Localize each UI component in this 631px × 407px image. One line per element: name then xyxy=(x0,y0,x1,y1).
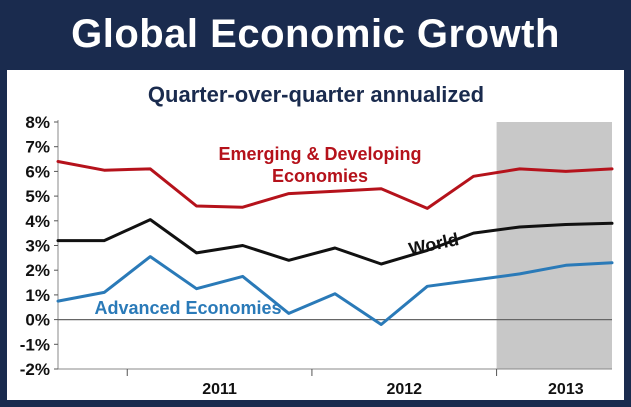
y-tick-label: 5% xyxy=(25,187,50,206)
y-tick-label: -1% xyxy=(20,335,50,354)
y-tick-label: 8% xyxy=(25,113,50,132)
y-tick-label: 6% xyxy=(25,162,50,181)
y-tick-label: 7% xyxy=(25,138,50,157)
y-tick-label: 1% xyxy=(25,286,50,305)
y-tick-label: 4% xyxy=(25,212,50,231)
chart-title: Quarter-over-quarter annualized xyxy=(148,82,484,107)
series-line-1 xyxy=(56,218,614,266)
banner-title: Global Economic Growth xyxy=(71,11,560,56)
series-line-0 xyxy=(56,160,614,210)
series-label-0: Economies xyxy=(272,166,368,186)
series-label-1: World xyxy=(407,229,461,259)
forecast-shading xyxy=(496,122,612,369)
series-label-0: Emerging & Developing xyxy=(218,144,421,164)
x-tick-label: 2011 xyxy=(202,381,237,398)
x-tick-label: 2013 xyxy=(548,381,584,398)
series-label-2: Advanced Economies xyxy=(94,298,281,318)
y-tick-label: 2% xyxy=(25,261,50,280)
y-tick-label: -2% xyxy=(20,360,50,379)
y-tick-label: 3% xyxy=(25,237,50,256)
x-tick-label: 2012 xyxy=(386,381,422,398)
y-tick-label: 0% xyxy=(25,311,50,330)
series-line-2 xyxy=(56,255,614,326)
